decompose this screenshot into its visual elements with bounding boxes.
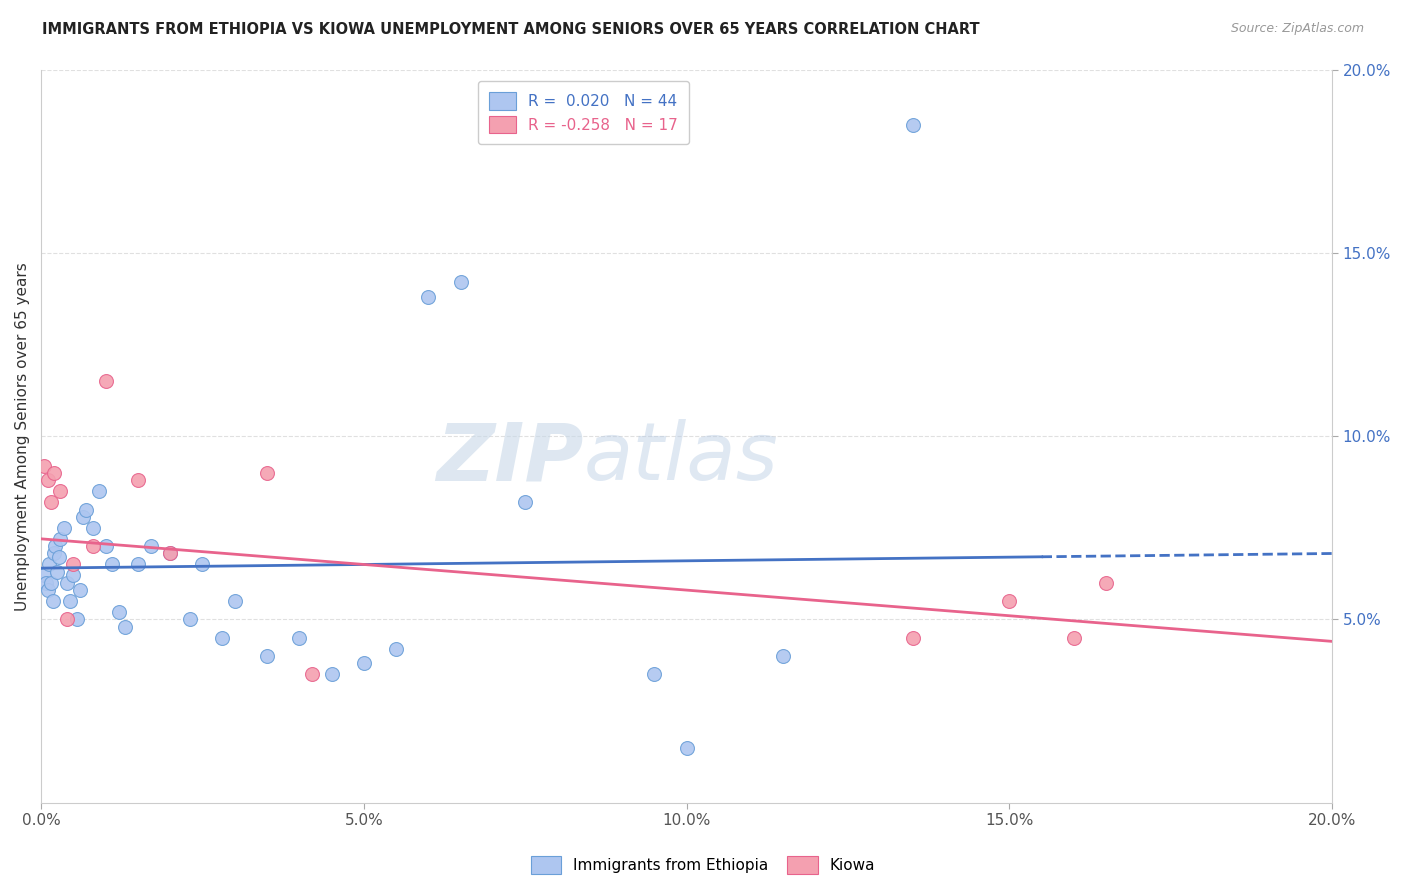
Point	[191, 558, 214, 572]
Point	[39, 575, 62, 590]
Point	[34, 458, 56, 473]
Point	[139, 539, 162, 553]
Point	[37, 473, 59, 487]
Point	[52, 521, 75, 535]
Text: atlas: atlas	[583, 419, 778, 497]
Point	[101, 558, 124, 572]
Y-axis label: Unemployment Among Seniors over 65 years: Unemployment Among Seniors over 65 years	[15, 262, 30, 611]
Point	[901, 118, 924, 132]
Point	[44, 539, 66, 553]
Point	[643, 667, 665, 681]
Point	[75, 502, 97, 516]
Point	[35, 575, 58, 590]
Legend: R =  0.020   N = 44, R = -0.258   N = 17: R = 0.020 N = 44, R = -0.258 N = 17	[478, 81, 689, 145]
Point	[114, 620, 136, 634]
Point	[62, 558, 84, 572]
Text: Source: ZipAtlas.com: Source: ZipAtlas.com	[1230, 22, 1364, 36]
Text: IMMIGRANTS FROM ETHIOPIA VS KIOWA UNEMPLOYMENT AMONG SENIORS OVER 65 YEARS CORRE: IMMIGRANTS FROM ETHIOPIA VS KIOWA UNEMPL…	[42, 22, 980, 37]
Point	[772, 648, 794, 663]
Point	[89, 484, 111, 499]
Point	[450, 276, 472, 290]
Point	[288, 631, 311, 645]
Point	[94, 375, 117, 389]
Point	[321, 667, 343, 681]
Point	[127, 473, 149, 487]
Point	[42, 546, 65, 560]
Point	[56, 575, 79, 590]
Point	[901, 631, 924, 645]
Point	[159, 546, 181, 560]
Point	[1063, 631, 1085, 645]
Point	[42, 594, 65, 608]
Point	[301, 667, 323, 681]
Point	[675, 740, 697, 755]
Point	[82, 539, 104, 553]
Point	[49, 484, 72, 499]
Point	[59, 594, 82, 608]
Point	[69, 583, 91, 598]
Point	[56, 612, 79, 626]
Point	[998, 594, 1021, 608]
Point	[37, 583, 59, 598]
Point	[353, 657, 375, 671]
Legend: Immigrants from Ethiopia, Kiowa: Immigrants from Ethiopia, Kiowa	[524, 850, 882, 880]
Point	[179, 612, 201, 626]
Point	[1095, 575, 1118, 590]
Point	[48, 550, 70, 565]
Point	[256, 648, 278, 663]
Text: ZIP: ZIP	[436, 419, 583, 497]
Point	[94, 539, 117, 553]
Point	[159, 546, 181, 560]
Point	[211, 631, 233, 645]
Point	[515, 495, 537, 509]
Point	[224, 594, 246, 608]
Point	[107, 605, 129, 619]
Point	[418, 290, 440, 304]
Point	[42, 466, 65, 480]
Point	[385, 641, 408, 656]
Point	[46, 565, 69, 579]
Point	[34, 568, 56, 582]
Point	[39, 495, 62, 509]
Point	[82, 521, 104, 535]
Point	[49, 532, 72, 546]
Point	[65, 612, 87, 626]
Point	[38, 558, 60, 572]
Point	[72, 509, 94, 524]
Point	[256, 466, 278, 480]
Point	[127, 558, 149, 572]
Point	[62, 568, 84, 582]
